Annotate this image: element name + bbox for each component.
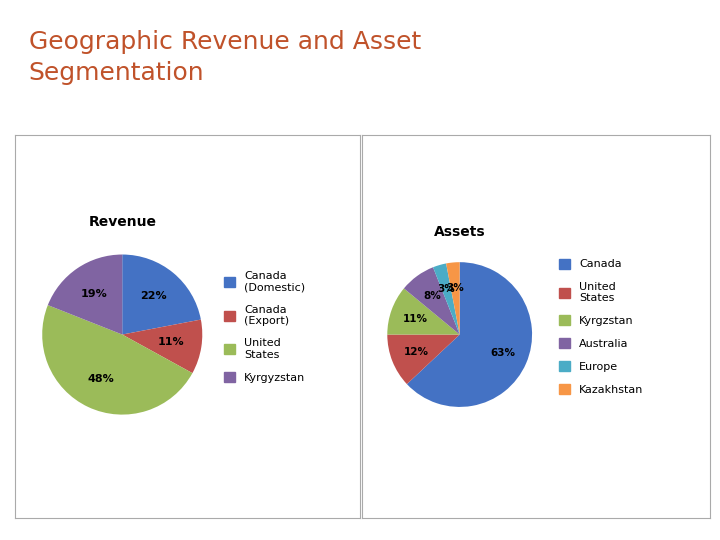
Wedge shape — [48, 254, 122, 335]
Wedge shape — [404, 267, 459, 335]
Wedge shape — [122, 254, 201, 335]
Text: 3%: 3% — [438, 285, 456, 294]
Legend: Canada, United
States, Kyrgzstan, Australia, Europe, Kazakhstan: Canada, United States, Kyrgzstan, Austra… — [559, 259, 644, 395]
Text: 22%: 22% — [140, 291, 167, 301]
Title: Assets: Assets — [434, 225, 485, 239]
Text: 11%: 11% — [158, 338, 184, 347]
Text: 12%: 12% — [403, 347, 428, 357]
Wedge shape — [122, 320, 202, 373]
Text: 11%: 11% — [403, 314, 428, 323]
Legend: Canada
(Domestic), Canada
(Export), United
States, Kyrgyzstan: Canada (Domestic), Canada (Export), Unit… — [224, 271, 305, 383]
Wedge shape — [387, 335, 459, 384]
Text: 48%: 48% — [88, 374, 114, 384]
Text: 63%: 63% — [490, 348, 516, 358]
Title: Revenue: Revenue — [89, 215, 156, 229]
Wedge shape — [446, 262, 459, 335]
Text: 19%: 19% — [81, 288, 108, 299]
Text: 3%: 3% — [446, 283, 464, 293]
Wedge shape — [42, 305, 192, 415]
Text: Geographic Revenue and Asset
Segmentation: Geographic Revenue and Asset Segmentatio… — [29, 30, 421, 85]
Wedge shape — [407, 262, 532, 407]
Wedge shape — [433, 264, 459, 335]
Text: 8%: 8% — [423, 292, 441, 301]
Wedge shape — [387, 288, 459, 335]
